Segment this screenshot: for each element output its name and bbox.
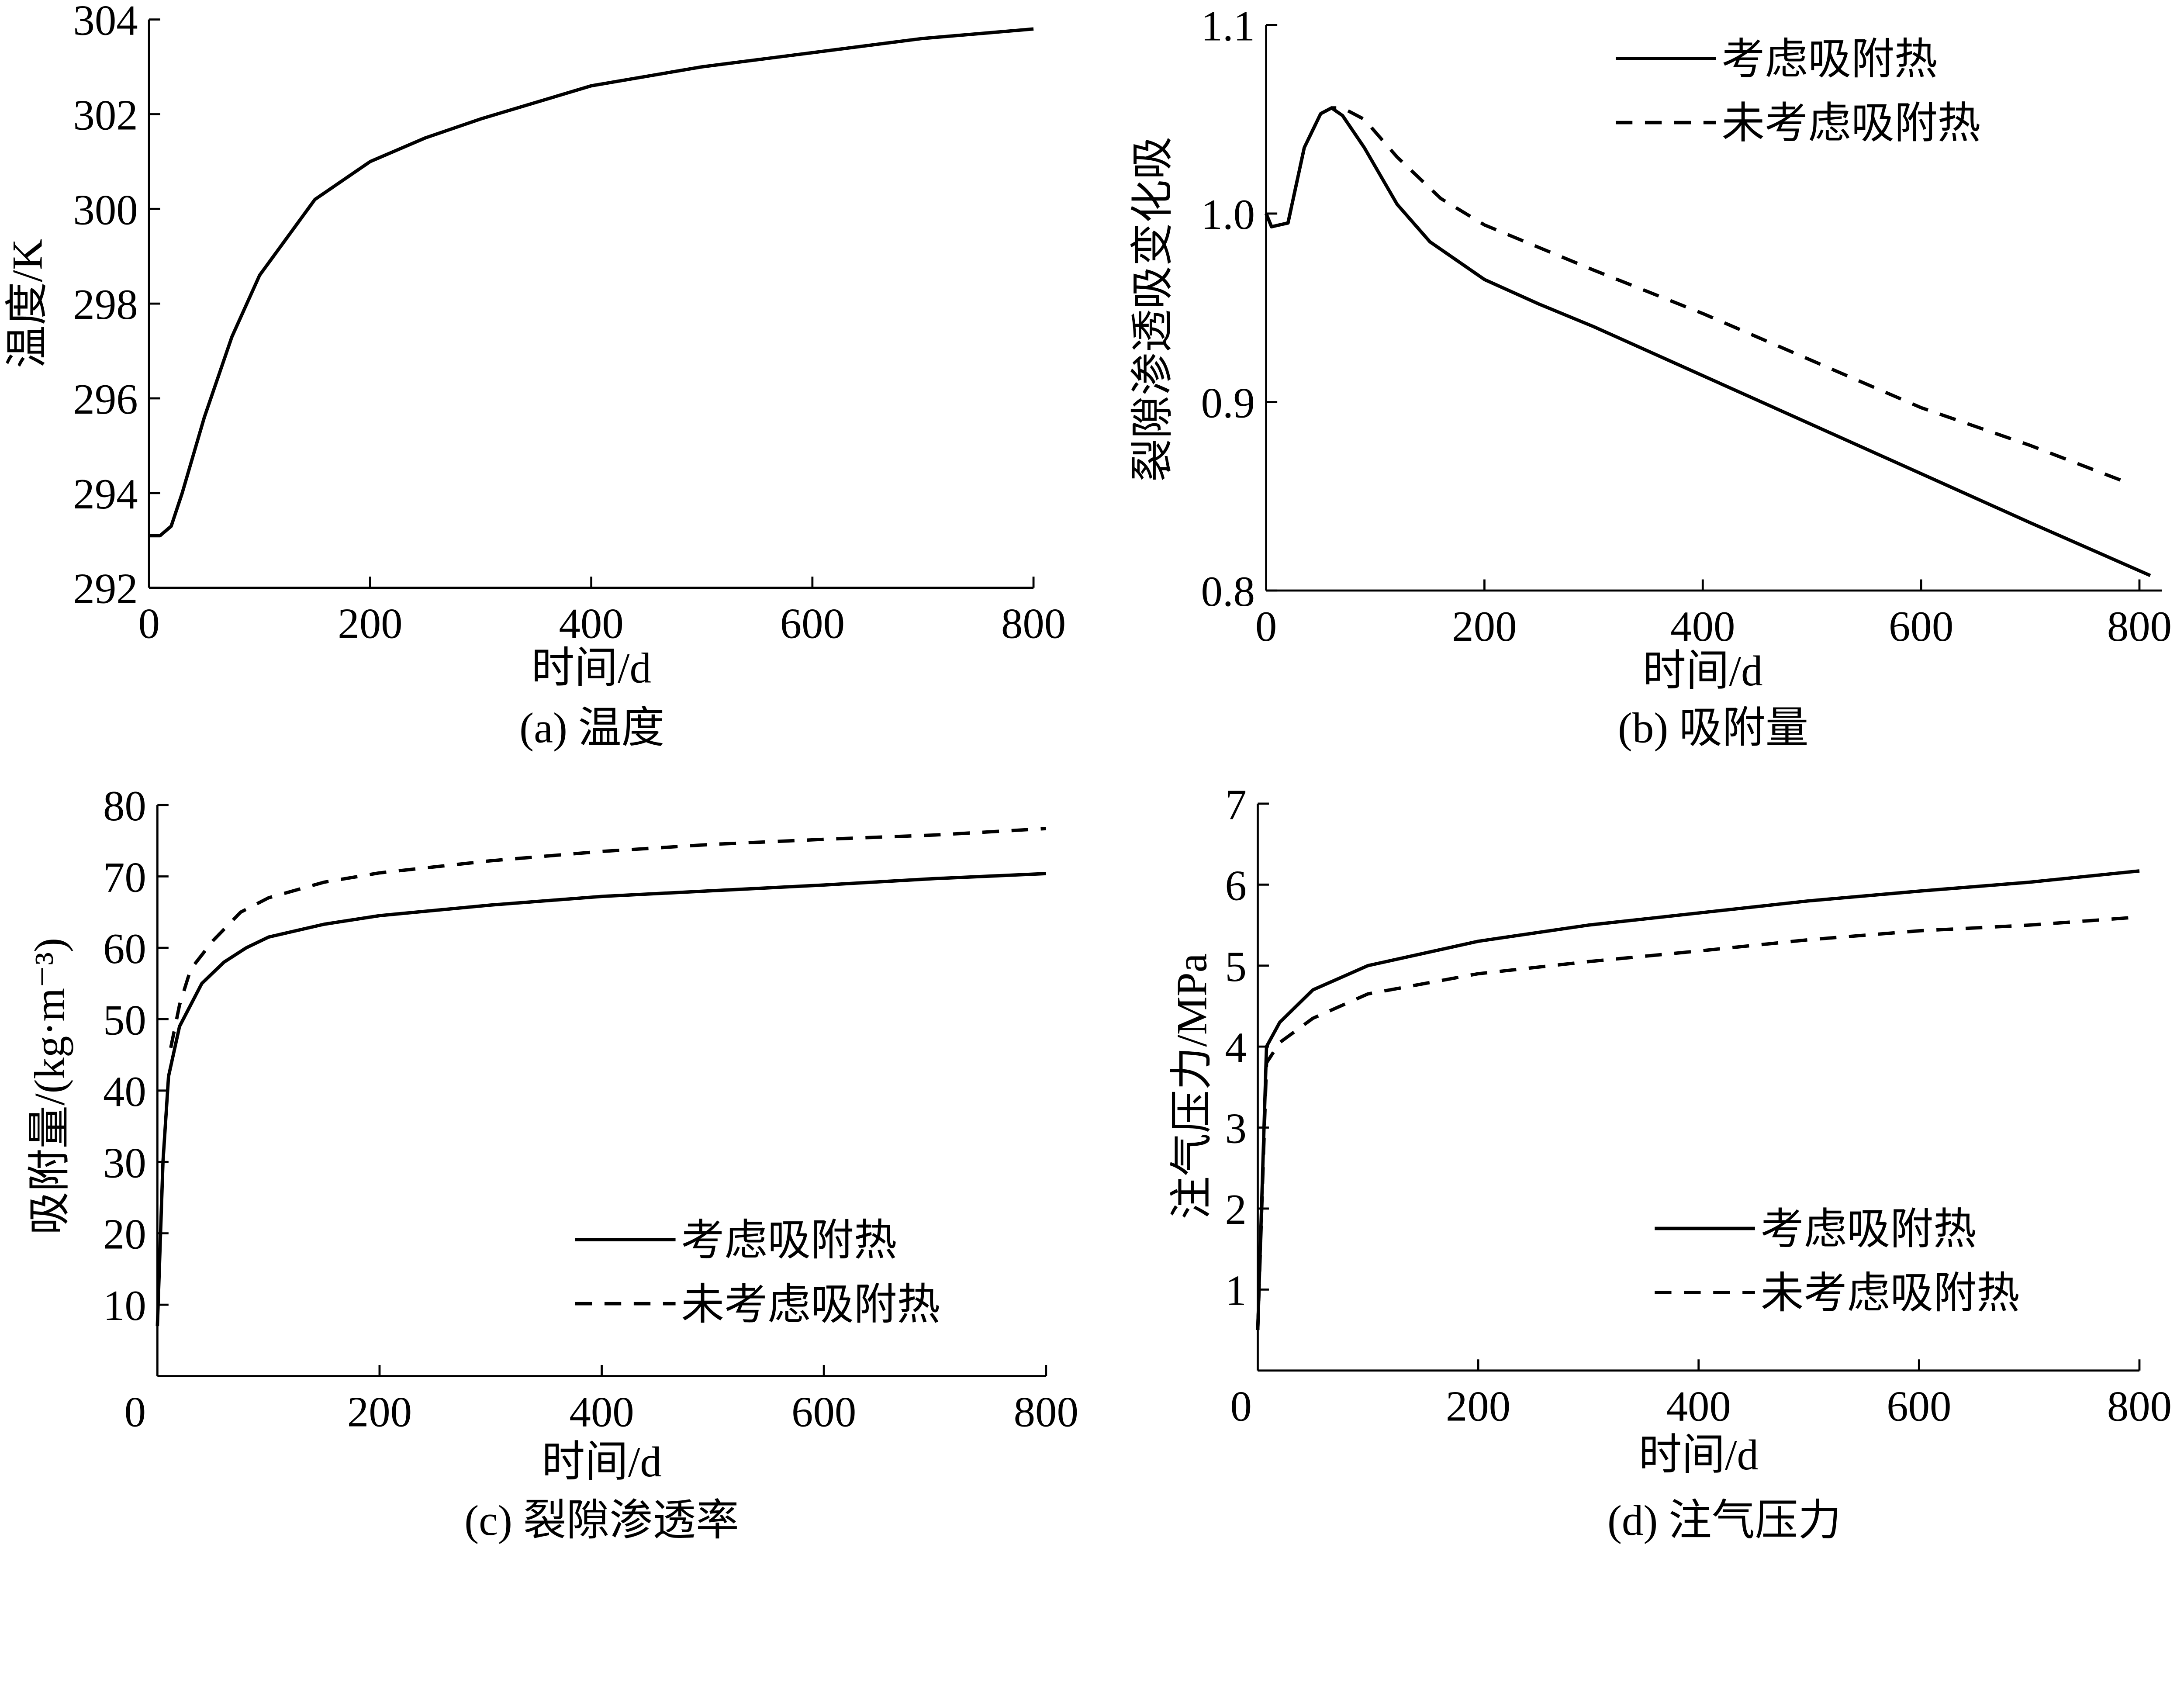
x-tick-label: 600 bbox=[791, 1388, 856, 1436]
y-tick-label: 7 bbox=[1225, 781, 1247, 829]
y-tick-label: 2 bbox=[1225, 1186, 1247, 1233]
x-tick-label: 400 bbox=[559, 600, 624, 647]
chart-panel-a: 0 200 400 600 800 292 294 296 298 300 302 304 时间/d 温度… bbox=[4, 0, 1066, 752]
y-tick-label: 302 bbox=[73, 92, 138, 139]
y-tick-label: 70 bbox=[103, 854, 146, 902]
y-tick-label: 6 bbox=[1225, 862, 1247, 909]
chart-caption: (c) 裂隙渗透率 bbox=[464, 1497, 739, 1544]
x-axis-label: 时间/d bbox=[1638, 1431, 1759, 1479]
y-tick-label: 294 bbox=[73, 470, 138, 518]
x-tick-label: 600 bbox=[1887, 1383, 1951, 1430]
x-tick-label: 200 bbox=[338, 600, 402, 647]
figure: 0 200 400 600 800292294296298300302304时间/d温度… bbox=[4, 0, 2172, 1544]
x-tick-label: 800 bbox=[2107, 603, 2172, 650]
x-tick-label: 400 bbox=[1670, 603, 1735, 650]
legend-label: 考虑吸附热 bbox=[1761, 1206, 1977, 1254]
x-tick-label: 200 bbox=[1452, 603, 1517, 650]
x-axis-label: 时间/d bbox=[531, 644, 651, 692]
x-axis-label: 时间/d bbox=[1643, 647, 1763, 695]
y-tick-label: 60 bbox=[103, 925, 146, 973]
legend-label: 未考虑吸附热 bbox=[681, 1281, 940, 1329]
x-tick-label: 600 bbox=[780, 600, 845, 647]
x-tick-label: 0 bbox=[138, 600, 159, 647]
y-tick-label: 4 bbox=[1225, 1024, 1247, 1071]
y-tick-label: 10 bbox=[103, 1282, 146, 1330]
chart-caption: (d) 注气压力 bbox=[1607, 1497, 1841, 1544]
chart-panel-c: 0 200 400 600 800 10 20 30 40 50 60 70 80 时间/d 吸附量/(kg… bbox=[26, 782, 1078, 1544]
chart-caption: (a) 温度 bbox=[519, 705, 664, 752]
x-tick-label: 0 bbox=[124, 1388, 146, 1436]
y-tick-label: 20 bbox=[103, 1211, 146, 1258]
x-tick-label: 0 bbox=[1255, 603, 1277, 650]
y-tick-label: 50 bbox=[103, 996, 146, 1044]
x-tick-label: 800 bbox=[1001, 600, 1066, 647]
y-axis-label: 吸附量/(kg·m⁻³) bbox=[26, 938, 74, 1235]
x-tick-label: 600 bbox=[1889, 603, 1953, 650]
y-tick-label: 30 bbox=[103, 1139, 146, 1187]
series-line-solid bbox=[1265, 106, 2151, 577]
x-tick-label: 800 bbox=[2107, 1383, 2172, 1430]
series-line-solid bbox=[1256, 869, 2140, 1330]
legend-label: 考虑吸附热 bbox=[681, 1217, 897, 1264]
y-axis-label: 裂隙渗透吸变化吸 bbox=[1129, 137, 1177, 482]
legend-label: 考虑吸附热 bbox=[1721, 36, 1937, 83]
y-tick-label: 296 bbox=[73, 376, 138, 423]
x-tick-label: 800 bbox=[1014, 1388, 1078, 1436]
series-line-dashed bbox=[1265, 106, 2129, 485]
y-tick-label: 1.0 bbox=[1201, 191, 1255, 238]
y-tick-label: 40 bbox=[103, 1068, 146, 1116]
chart-panel-b: 0 200 400 600 800 0.8 0.9 1.0 1.1 时间/d 裂隙渗透吸变化吸 (b)… bbox=[1129, 2, 2172, 752]
y-tick-label: 5 bbox=[1225, 943, 1247, 991]
y-tick-label: 298 bbox=[73, 281, 138, 328]
x-axis-label: 时间/d bbox=[542, 1438, 662, 1486]
y-tick-label: 0.9 bbox=[1201, 380, 1255, 427]
legend-label: 未考虑吸附热 bbox=[1761, 1270, 2020, 1317]
x-tick-label: 200 bbox=[347, 1388, 412, 1436]
chart-panel-d: 0 200 400 600 800 1 2 3 4 5 6 7 时间/d 注气压力/MPa (d) 注气压力… bbox=[1168, 781, 2172, 1544]
y-axis-label: 注气压力/MPa bbox=[1168, 953, 1216, 1220]
y-tick-label: 80 bbox=[103, 782, 146, 830]
y-tick-label: 300 bbox=[73, 186, 138, 234]
legend-label: 未考虑吸附热 bbox=[1721, 100, 1980, 148]
series-line-solid bbox=[149, 27, 1034, 538]
y-axis-label: 温度/K bbox=[4, 239, 52, 369]
x-tick-label: 400 bbox=[569, 1388, 634, 1436]
series-line-solid bbox=[156, 872, 1046, 1327]
y-tick-label: 292 bbox=[73, 565, 138, 613]
y-tick-label: 0.8 bbox=[1201, 568, 1255, 615]
series-line-dashed bbox=[1256, 915, 2140, 1330]
x-tick-label: 200 bbox=[1446, 1383, 1510, 1430]
x-tick-label: 0 bbox=[1230, 1383, 1251, 1430]
y-tick-label: 1.1 bbox=[1201, 2, 1255, 50]
chart-caption: (b) 吸附量 bbox=[1618, 705, 1809, 752]
y-tick-label: 3 bbox=[1225, 1105, 1247, 1153]
y-tick-label: 304 bbox=[73, 0, 138, 45]
x-tick-label: 400 bbox=[1666, 1383, 1731, 1430]
series-line-dashed bbox=[169, 827, 1046, 1048]
y-tick-label: 1 bbox=[1225, 1267, 1247, 1314]
